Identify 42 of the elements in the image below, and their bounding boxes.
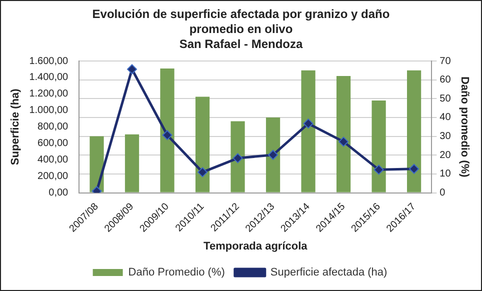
y2-tick-label: 50 — [440, 93, 452, 104]
y-tick-label: 1.000,00 — [29, 105, 69, 116]
y2-tick-label: 20 — [440, 150, 452, 161]
point — [198, 167, 208, 178]
y-tick-label: 600,00 — [38, 138, 69, 150]
bar — [407, 70, 422, 192]
y-tick-label: 800,00 — [38, 122, 69, 133]
chart-subtitle: San Rafael - Mendoza — [178, 37, 304, 52]
y-axis-title: Superficie (ha) — [10, 88, 22, 166]
bar — [336, 76, 351, 192]
bar — [266, 117, 280, 192]
bar — [301, 70, 316, 192]
chart-title: Evolución de superficie afectada por granizo y daño promedio en olivo — [91, 6, 391, 37]
y2-axis-title: Daño promedio (%) — [458, 76, 470, 178]
point — [374, 164, 384, 175]
y-tick-label: 1.200,00 — [29, 88, 69, 100]
y2-tick-label: 30 — [440, 131, 452, 142]
y2-tick-label: 10 — [440, 168, 452, 180]
point — [338, 136, 349, 147]
point — [232, 153, 243, 164]
point — [162, 130, 172, 140]
point — [268, 150, 278, 160]
point — [127, 64, 138, 74]
legend-label: Superficie afectada (ha) — [270, 266, 388, 279]
x-axis-title: Temporada agrícola — [204, 240, 308, 252]
point — [303, 118, 314, 129]
y2-tick-label: 40 — [440, 112, 452, 124]
y-tick-label: 200,00 — [38, 171, 69, 182]
y2-tick-label: 0 — [440, 188, 446, 199]
y-tick-label: 0,00 — [48, 188, 69, 199]
bar — [160, 68, 174, 192]
bar — [230, 121, 245, 192]
y2-tick-label: 60 — [440, 74, 452, 86]
bar — [372, 100, 386, 192]
bar — [195, 96, 210, 192]
y2-tick-label: 70 — [440, 56, 452, 67]
y-tick-label: 1.400,00 — [29, 72, 69, 84]
y-tick-label: 1.600,00 — [29, 56, 69, 67]
point — [409, 164, 420, 174]
y-tick-label: 400,00 — [38, 154, 69, 166]
legend-label: Daño Promedio (%) — [128, 266, 225, 279]
bar — [124, 134, 140, 192]
